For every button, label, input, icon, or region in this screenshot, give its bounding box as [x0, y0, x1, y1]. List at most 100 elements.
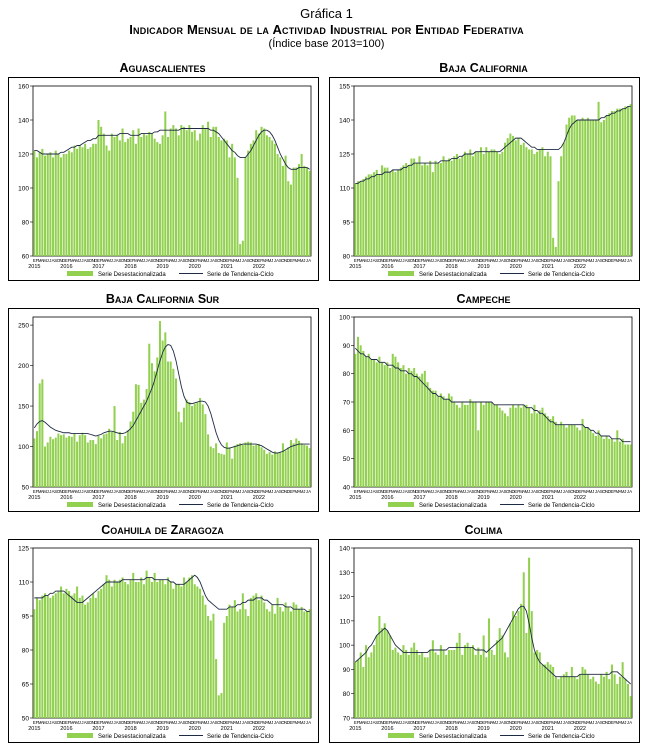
- bar: [394, 647, 397, 718]
- x-tick-month: D: [255, 489, 258, 494]
- x-tick-month: A: [212, 258, 215, 263]
- bar: [600, 122, 603, 256]
- x-tick-month: A: [394, 489, 397, 494]
- x-tick-month: A: [437, 720, 440, 725]
- x-tick-month: F: [292, 489, 295, 494]
- bar: [46, 154, 49, 256]
- x-tick-month: E: [386, 489, 389, 494]
- x-tick-month: A: [565, 258, 568, 263]
- bar: [140, 577, 143, 718]
- x-tick-month: N: [92, 489, 95, 494]
- x-tick-month: A: [362, 489, 365, 494]
- x-tick-month: A: [212, 489, 215, 494]
- bar: [365, 356, 368, 487]
- x-tick-month: A: [405, 720, 408, 725]
- x-tick-month: M: [551, 720, 555, 725]
- bar: [150, 363, 153, 487]
- x-tick-month: F: [228, 258, 231, 263]
- bar: [461, 654, 464, 718]
- x-tick-month: J: [178, 489, 180, 494]
- x-tick-month: F: [549, 489, 552, 494]
- x-tick-month: A: [586, 720, 589, 725]
- bar: [610, 438, 613, 487]
- x-tick-month: O: [185, 489, 189, 494]
- x-tick-month: J: [434, 720, 436, 725]
- x-tick-month: A: [116, 489, 119, 494]
- x-tick-month: A: [533, 720, 536, 725]
- x-tick-month: J: [143, 489, 145, 494]
- bar: [495, 151, 499, 256]
- x-tick-month: N: [381, 720, 384, 725]
- figure-label: Gráfica 1: [300, 6, 353, 21]
- x-tick-month: J: [49, 489, 51, 494]
- x-tick-month: A: [597, 489, 600, 494]
- x-tick-month: N: [124, 258, 127, 263]
- bar: [116, 135, 119, 256]
- bar: [589, 120, 592, 256]
- x-tick-month: A: [298, 489, 301, 494]
- x-tick-month: M: [295, 720, 299, 725]
- x-tick-month: N: [477, 258, 480, 263]
- x-tick-month: M: [134, 258, 138, 263]
- x-tick-month: N: [445, 258, 448, 263]
- x-tick-month: D: [158, 489, 161, 494]
- x-tick-month: A: [116, 258, 119, 263]
- bar: [477, 430, 480, 487]
- bar: [378, 356, 381, 487]
- x-tick-month: M: [295, 258, 299, 263]
- x-tick-month: M: [43, 489, 47, 494]
- bar: [185, 582, 188, 718]
- x-tick-month: A: [105, 720, 108, 725]
- bar: [295, 167, 298, 256]
- bar: [426, 657, 429, 718]
- x-tick-month: M: [236, 720, 240, 725]
- bar: [108, 150, 111, 256]
- bar: [541, 147, 544, 256]
- bar: [223, 454, 226, 487]
- legend-line-label: Serie de Tendencia-Ciclo: [207, 503, 274, 509]
- bar: [594, 681, 597, 718]
- x-tick-month: O: [121, 720, 125, 725]
- bar: [212, 126, 215, 256]
- bar: [616, 684, 619, 718]
- bar: [134, 143, 137, 256]
- x-tick-month: J: [81, 489, 83, 494]
- x-tick-month: J: [113, 489, 115, 494]
- bar: [383, 365, 386, 487]
- bar: [501, 151, 504, 256]
- x-tick-month: S: [536, 258, 539, 263]
- x-tick-month: M: [423, 489, 427, 494]
- x-tick-month: A: [169, 489, 172, 494]
- bar: [482, 635, 485, 718]
- x-tick-month: A: [437, 258, 440, 263]
- x-tick-month: M: [204, 258, 208, 263]
- bar: [100, 438, 103, 487]
- bar: [273, 613, 276, 718]
- x-tick-month: F: [100, 258, 103, 263]
- figure-subtitle: (Índice base 2013=100): [268, 38, 385, 50]
- bar: [199, 133, 202, 256]
- bar: [381, 165, 384, 256]
- bar: [437, 654, 440, 718]
- x-tick-month: M: [493, 258, 497, 263]
- x-tick-month: A: [501, 258, 504, 263]
- x-tick-month: F: [357, 489, 360, 494]
- bar: [212, 613, 215, 718]
- bar: [557, 679, 560, 718]
- bar: [174, 128, 178, 256]
- bar: [263, 449, 266, 487]
- panel-title: Baja California Sur: [105, 292, 220, 306]
- x-tick-month: F: [68, 720, 71, 725]
- bar: [172, 125, 175, 256]
- bar: [530, 149, 533, 256]
- bar: [389, 172, 392, 256]
- x-tick-month: N: [220, 258, 223, 263]
- x-tick-month: M: [519, 720, 523, 725]
- bar: [487, 402, 490, 487]
- bar: [252, 445, 255, 487]
- x-tick-month: J: [370, 258, 372, 263]
- x-tick-month: S: [439, 720, 442, 725]
- bar: [217, 695, 220, 718]
- x-tick-month: J: [624, 258, 626, 263]
